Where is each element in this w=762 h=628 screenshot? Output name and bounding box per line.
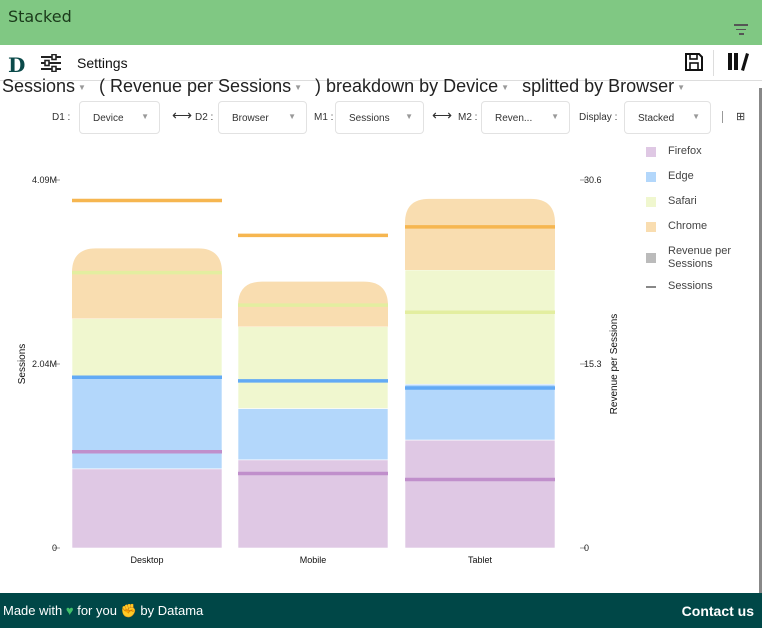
d2-label: D2 : xyxy=(195,112,214,123)
chevron-down-icon: ▼ xyxy=(551,112,559,121)
caret-down-icon[interactable]: ▼ xyxy=(294,82,303,92)
legend-swatch xyxy=(646,253,656,263)
y2-tick-label: 15.3 xyxy=(584,359,602,369)
swap-dimensions-icon[interactable]: ⟷ xyxy=(172,107,193,123)
bar-segment-firefox xyxy=(404,439,556,549)
caret-down-icon[interactable]: ▼ xyxy=(677,82,686,92)
x-tick-label: Mobile xyxy=(300,555,327,565)
legend-label: Edge xyxy=(668,170,694,182)
heart-icon: ♥ xyxy=(65,603,74,618)
chevron-down-icon: ▼ xyxy=(405,112,413,121)
d1-selector[interactable]: ) breakdown by Device xyxy=(315,76,499,96)
swap-metrics-icon[interactable]: ⟷ xyxy=(432,107,453,123)
legend-item[interactable]: Firefox xyxy=(645,145,755,170)
display-dropdown[interactable]: Stacked ▼ xyxy=(624,101,711,134)
bar-segment-edge xyxy=(237,408,389,461)
bar-segment-firefox xyxy=(71,468,223,549)
caret-down-icon[interactable]: ▼ xyxy=(501,82,510,92)
legend-label: Firefox xyxy=(668,145,702,157)
m1-selector[interactable]: Sessions xyxy=(2,76,76,96)
caret-down-icon[interactable]: ▼ xyxy=(78,82,86,92)
m2-selector[interactable]: ( Revenue per Sessions xyxy=(98,76,292,96)
legend-swatch xyxy=(646,286,656,288)
save-icon[interactable] xyxy=(684,52,704,72)
x-tick-label: Tablet xyxy=(468,555,493,565)
y2-axis-title: Revenue per Sessions xyxy=(609,314,620,415)
legend-label: Safari xyxy=(668,195,697,207)
legend-item[interactable]: Safari xyxy=(645,195,755,220)
legend-item[interactable]: Revenue per Sessions xyxy=(645,245,755,280)
legend-swatch xyxy=(646,147,656,157)
y-tick-label: 2.04M xyxy=(32,359,57,369)
footer-credit: Made with ♥ for you ✊ by Datama xyxy=(3,603,204,618)
footer: Made with ♥ for you ✊ by Datama Contact … xyxy=(0,593,762,628)
bar-segment-safari xyxy=(404,269,556,385)
d2-selector[interactable]: splitted by Browser xyxy=(522,76,675,96)
d1-label: D1 : xyxy=(52,112,71,123)
legend-item[interactable]: Chrome xyxy=(645,220,755,245)
bar-segment-chrome xyxy=(405,198,555,270)
filter-icon[interactable] xyxy=(734,24,748,38)
legend-label: Sessions xyxy=(668,280,713,292)
bar-segment-safari xyxy=(71,318,223,379)
y2-tick-label: 30.6 xyxy=(584,175,602,185)
d1-dropdown[interactable]: Device ▼ xyxy=(79,101,160,134)
legend: Firefox Edge Safari Chrome Revenue per Sessi… xyxy=(645,145,755,305)
m2-label: M2 : xyxy=(458,112,478,123)
d2-value: Browser xyxy=(232,113,269,124)
legend-swatch xyxy=(646,197,656,207)
divider xyxy=(722,111,723,123)
legend-label: Chrome xyxy=(668,220,708,232)
y-tick-label: 0 xyxy=(52,543,57,553)
m2-value: Reven... xyxy=(495,113,533,124)
legend-item[interactable]: Edge xyxy=(645,170,755,195)
chevron-down-icon: ▼ xyxy=(692,112,700,121)
x-tick-label: Desktop xyxy=(130,555,163,565)
m1-dropdown[interactable]: Sessions ▼ xyxy=(335,101,424,134)
bar-segment-chrome xyxy=(238,281,388,327)
contact-us-link[interactable]: Contact us xyxy=(681,603,754,619)
d2-dropdown[interactable]: Browser ▼ xyxy=(218,101,307,134)
scrollbar[interactable] xyxy=(759,88,762,593)
bar-segment-firefox xyxy=(237,459,389,549)
display-value: Stacked xyxy=(638,113,675,124)
y-axis-title: Sessions xyxy=(17,344,28,385)
logo[interactable]: D xyxy=(8,53,26,77)
navbar: D Settings xyxy=(0,45,762,81)
legend-swatch xyxy=(646,172,656,182)
legend-item[interactable]: Sessions xyxy=(645,280,755,305)
bar-segment-edge xyxy=(404,383,556,441)
hand-icon: ✊ xyxy=(120,603,137,618)
d1-value: Device xyxy=(93,113,124,124)
legend-swatch xyxy=(646,222,656,232)
bar-segment-safari xyxy=(237,326,389,409)
bar-segment-edge xyxy=(71,377,223,470)
chevron-down-icon: ▼ xyxy=(288,112,296,121)
table-view-icon[interactable]: ⊞ xyxy=(736,111,746,123)
settings-button[interactable]: Settings xyxy=(77,55,128,71)
bar-segment-chrome xyxy=(72,248,222,319)
divider xyxy=(713,50,714,76)
settings-sliders-icon[interactable] xyxy=(41,54,61,72)
title-bar: Stacked xyxy=(0,0,762,45)
library-icon[interactable] xyxy=(727,52,749,72)
chevron-down-icon: ▼ xyxy=(141,112,149,121)
y2-tick-label: 0 xyxy=(584,543,589,553)
app-title: Stacked xyxy=(8,7,72,26)
controls-bar: D1 : Device ▼ ⟷ D2 : Browser ▼ M1 : Sessio… xyxy=(0,101,762,135)
y-tick-label: 4.09M xyxy=(32,175,57,185)
m1-value: Sessions xyxy=(349,113,390,124)
m1-label: M1 : xyxy=(314,112,334,123)
legend-label: Revenue per Sessions xyxy=(668,245,731,270)
m2-dropdown[interactable]: Reven... ▼ xyxy=(481,101,570,134)
chart-heading: Sessions ▼ ( Revenue per Sessions ▼ ) brea… xyxy=(2,76,693,97)
display-label: Display : xyxy=(579,112,618,123)
